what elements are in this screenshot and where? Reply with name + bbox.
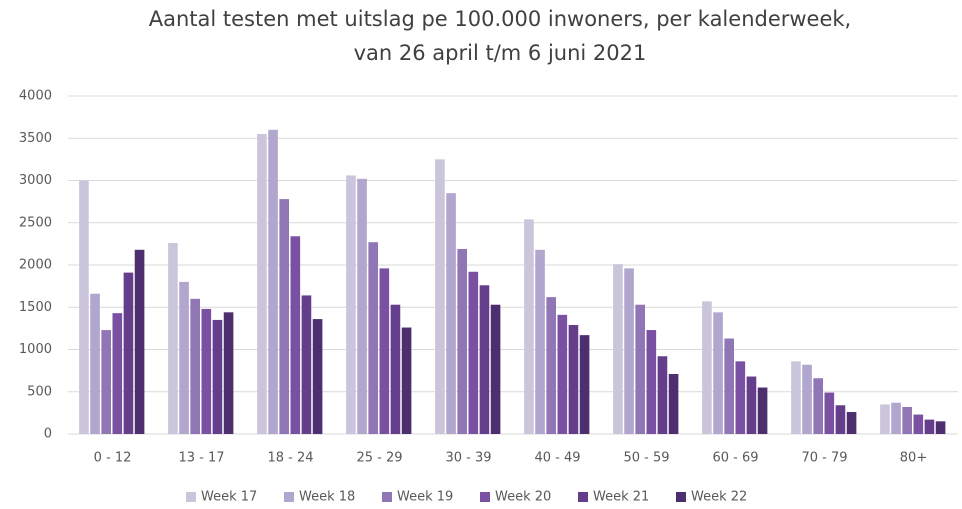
bar	[557, 314, 568, 434]
y-tick-label: 2000	[19, 258, 52, 273]
bar	[390, 304, 401, 434]
y-tick-label: 1000	[19, 342, 52, 357]
bar	[301, 295, 312, 434]
bar	[190, 298, 200, 434]
bar	[657, 356, 668, 434]
legend-label: Week 21	[593, 490, 649, 505]
bar	[902, 406, 912, 434]
bar	[524, 219, 534, 434]
x-tick-label: 50 - 59	[623, 451, 669, 466]
x-tick-label: 25 - 29	[356, 451, 402, 466]
bar	[312, 319, 323, 434]
bar	[212, 319, 223, 434]
bar	[168, 243, 178, 434]
bar	[457, 248, 467, 434]
bar	[757, 387, 768, 434]
bar	[535, 249, 545, 434]
x-tick-label: 40 - 49	[534, 451, 580, 466]
bar	[735, 361, 746, 434]
legend-swatch	[480, 492, 490, 502]
bar	[668, 374, 679, 434]
bar	[357, 178, 367, 434]
bar	[846, 412, 857, 434]
bar	[702, 301, 712, 434]
bar	[268, 129, 278, 435]
bar	[891, 402, 901, 434]
y-tick-label: 500	[27, 384, 52, 399]
bar	[813, 378, 823, 434]
x-tick-label: 0 - 12	[94, 451, 132, 466]
bar	[490, 304, 501, 434]
x-tick-label: 70 - 79	[801, 451, 847, 466]
y-tick-label: 1500	[19, 300, 52, 315]
bar	[101, 330, 111, 434]
chart-title: Aantal testen met uitslag pe 100.000 inw…	[149, 7, 852, 31]
bar	[257, 134, 267, 434]
legend-label: Week 20	[495, 490, 551, 505]
bar	[201, 308, 212, 434]
y-tick-label: 3000	[19, 173, 52, 188]
legend-label: Week 18	[299, 490, 355, 505]
bar	[79, 180, 89, 434]
y-tick-label: 0	[44, 427, 52, 442]
bar	[90, 293, 100, 434]
bar	[791, 361, 801, 434]
y-tick-label: 3500	[19, 131, 52, 146]
x-tick-label: 60 - 69	[712, 451, 758, 466]
bar	[134, 249, 145, 434]
bar	[913, 414, 924, 434]
bar	[435, 159, 445, 434]
chart-title: van 26 april t/m 6 juni 2021	[354, 41, 647, 65]
bar	[546, 297, 556, 434]
bar	[746, 376, 757, 434]
bar	[713, 312, 723, 434]
bar	[835, 405, 846, 434]
bar	[112, 313, 123, 434]
bar	[935, 421, 946, 434]
bar	[646, 330, 657, 434]
x-tick-label: 13 - 17	[178, 451, 224, 466]
bar	[624, 268, 634, 434]
legend-label: Week 22	[691, 490, 747, 505]
bar	[401, 327, 412, 434]
legend-swatch	[284, 492, 294, 502]
bar	[613, 264, 623, 434]
legend-swatch	[382, 492, 392, 502]
bar	[468, 271, 479, 434]
bar	[824, 392, 835, 434]
bar	[446, 193, 456, 434]
bar	[880, 404, 890, 434]
y-tick-label: 4000	[19, 89, 52, 104]
bar	[479, 285, 490, 434]
y-tick-label: 2500	[19, 215, 52, 230]
bar	[924, 419, 935, 434]
bar	[379, 268, 390, 434]
bar	[123, 272, 134, 434]
x-tick-label: 80+	[900, 451, 927, 466]
bar	[223, 312, 234, 434]
x-tick-label: 18 - 24	[267, 451, 313, 466]
bar	[279, 199, 289, 434]
bar	[724, 338, 734, 434]
bar	[579, 335, 590, 434]
bar	[290, 236, 301, 434]
bar	[802, 364, 812, 434]
bar	[368, 242, 378, 434]
bar	[635, 304, 645, 434]
legend-label: Week 17	[201, 490, 257, 505]
legend-swatch	[676, 492, 686, 502]
bar	[179, 281, 189, 434]
bar	[346, 175, 356, 434]
x-tick-label: 30 - 39	[445, 451, 491, 466]
legend-swatch	[186, 492, 196, 502]
bar	[568, 324, 579, 434]
legend-swatch	[578, 492, 588, 502]
legend-label: Week 19	[397, 490, 453, 505]
